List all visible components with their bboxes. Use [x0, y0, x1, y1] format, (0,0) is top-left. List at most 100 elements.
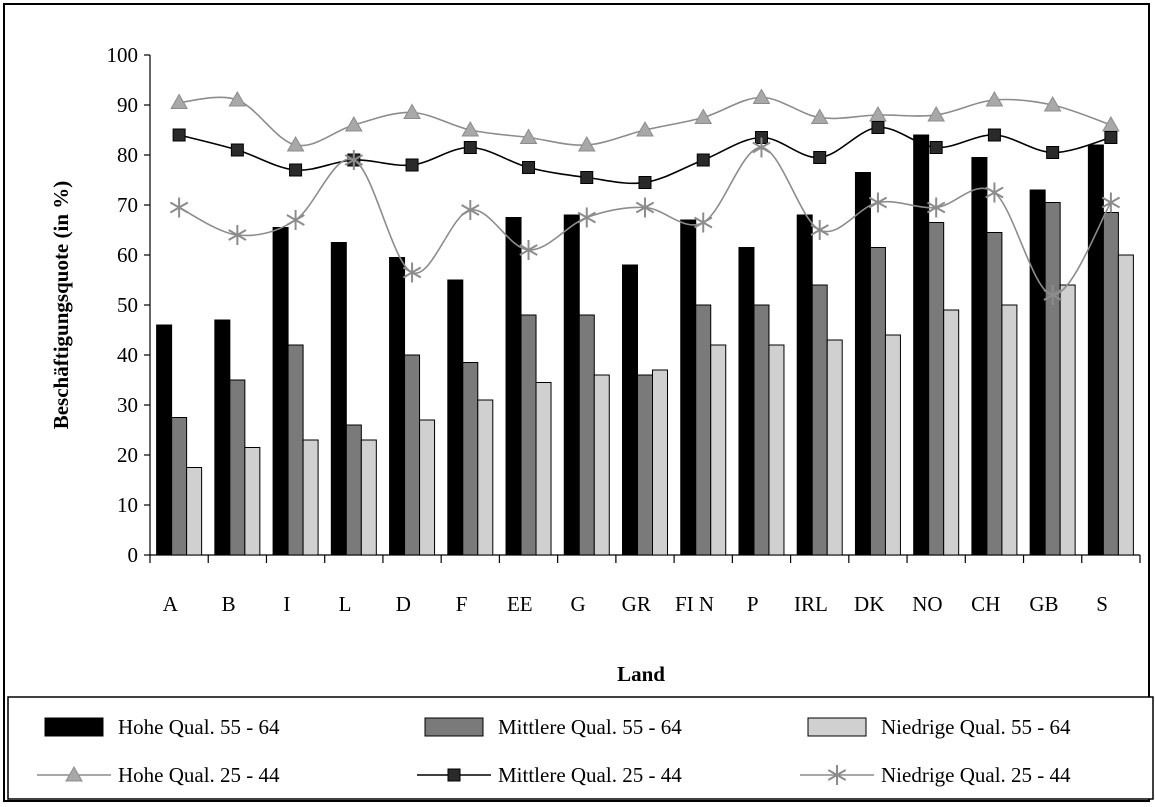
y-tick-label: 100: [107, 43, 139, 67]
line-marker-square: [638, 176, 652, 189]
bar: [477, 399, 494, 556]
y-tick-label: 80: [117, 143, 138, 167]
star-stroke: [1101, 196, 1121, 209]
y-tick-label: 50: [117, 293, 138, 317]
line-marker-star: [1043, 285, 1062, 305]
line-marker-triangle: [927, 105, 946, 122]
bar: [214, 319, 231, 556]
bar: [913, 134, 930, 556]
line-marker-square: [405, 158, 419, 172]
bar: [505, 217, 522, 556]
x-tick-label: NO: [912, 592, 942, 616]
bar: [462, 362, 479, 556]
line-marker-triangle: [752, 88, 771, 104]
line-marker-star: [461, 200, 480, 220]
line-marker-star: [868, 192, 888, 213]
star-stroke: [286, 214, 305, 226]
line-marker-triangle: [344, 115, 363, 132]
star-stroke: [752, 141, 771, 154]
y-tick-label: 40: [117, 343, 138, 367]
y-axis-label: Beschäftigungsquote (in %): [49, 181, 73, 430]
bar: [1044, 202, 1061, 556]
bar: [1001, 304, 1018, 556]
bar: [854, 172, 871, 556]
bar: [637, 374, 653, 556]
x-axis-label: Land: [617, 662, 665, 686]
legend-label: Mittlere Qual. 25 - 44: [498, 763, 682, 787]
x-tick-label: I: [283, 592, 290, 616]
line-marker-square: [580, 171, 594, 184]
bars: [156, 134, 1134, 556]
bar: [389, 257, 406, 556]
x-tick-label: FI N: [675, 592, 714, 616]
x-tick-label: EE: [507, 592, 533, 616]
line-marker-star: [694, 212, 713, 233]
line-marker-triangle: [519, 128, 538, 144]
bar: [738, 247, 755, 556]
legend-swatch: [424, 717, 484, 737]
line-marker-triangle: [694, 108, 713, 124]
bar: [971, 157, 988, 556]
star-stroke: [810, 224, 829, 236]
x-tick-label: F: [456, 592, 468, 616]
bar: [928, 222, 945, 556]
bar: [272, 227, 289, 556]
y-tick-label: 30: [117, 393, 138, 417]
bar: [869, 247, 886, 556]
line-marker-square: [289, 163, 303, 177]
line-marker-triangle: [1043, 95, 1062, 112]
star-stroke: [577, 211, 596, 224]
bar: [171, 417, 188, 556]
line-marker-triangle: [1102, 115, 1120, 132]
line-marker-square: [447, 768, 461, 782]
bar: [563, 214, 580, 556]
x-tick-label: DK: [854, 592, 884, 616]
line-marker-star: [1101, 192, 1121, 213]
star-stroke: [926, 201, 946, 214]
x-tick-label: D: [396, 592, 411, 616]
bar: [986, 232, 1003, 556]
line-marker-square: [696, 153, 710, 167]
line-marker-star: [926, 197, 946, 218]
bar: [229, 379, 246, 556]
line-marker-star: [169, 197, 189, 218]
line-marker-star: [752, 137, 771, 158]
bar: [520, 314, 537, 556]
x-tick-label: P: [747, 592, 759, 616]
star-stroke: [635, 201, 655, 214]
line-marker-square: [230, 143, 244, 157]
line-marker-square: [1046, 146, 1060, 159]
line-marker-square: [522, 161, 536, 174]
star-stroke: [169, 201, 189, 214]
bar: [345, 424, 362, 556]
line-marker-triangle: [985, 90, 1004, 107]
bar: [1117, 254, 1134, 556]
line-marker-square: [871, 121, 885, 134]
bar: [1059, 284, 1076, 556]
star-stroke: [827, 769, 847, 781]
bar: [652, 369, 668, 556]
star-stroke: [344, 154, 364, 166]
line-marker-triangle: [636, 120, 654, 137]
line-marker-square: [929, 141, 943, 154]
star-stroke: [228, 229, 247, 241]
line-marker-triangle: [810, 108, 829, 124]
x-tick-label: A: [163, 592, 179, 616]
bar: [622, 264, 638, 556]
star-stroke: [694, 216, 713, 229]
y-tick-label: 10: [117, 493, 138, 517]
legend: Hohe Qual. 55 - 64 Mittlere Qual. 55 - 64…: [7, 696, 1154, 800]
y-tick-label: 0: [128, 543, 139, 567]
bar: [1087, 144, 1104, 556]
y-tick-label: 20: [117, 443, 138, 467]
line-marker-star: [344, 150, 364, 170]
line-marker-star: [228, 225, 247, 245]
x-tick-label: GB: [1029, 592, 1058, 616]
line-marker-triangle: [403, 103, 421, 119]
bar: [360, 439, 377, 556]
star-stroke: [868, 196, 888, 209]
bar: [419, 419, 436, 556]
legend-label: Niedrige Qual. 55 - 64: [881, 715, 1071, 739]
y-tick-label: 70: [117, 193, 138, 217]
